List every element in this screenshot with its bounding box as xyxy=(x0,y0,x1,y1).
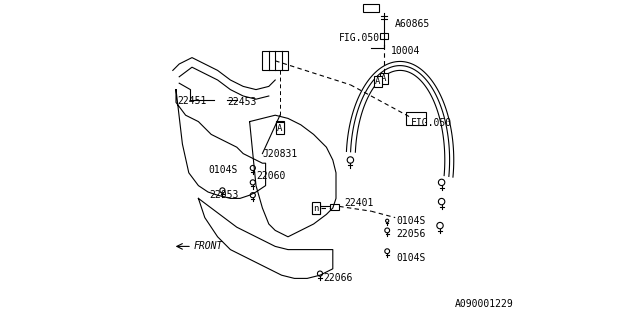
Text: n: n xyxy=(313,204,319,213)
Bar xyxy=(330,204,339,210)
Bar xyxy=(364,4,379,12)
Text: 0104S: 0104S xyxy=(208,164,237,175)
Text: 0104S: 0104S xyxy=(397,252,426,263)
Text: A090001229: A090001229 xyxy=(454,299,513,309)
Bar xyxy=(262,51,288,70)
Text: 22451: 22451 xyxy=(178,96,207,106)
Text: J20831: J20831 xyxy=(262,148,298,159)
Bar xyxy=(406,112,426,125)
Text: 22401: 22401 xyxy=(344,198,373,208)
Text: FIG.050: FIG.050 xyxy=(412,118,452,128)
Text: A60865: A60865 xyxy=(396,19,431,29)
Text: n: n xyxy=(313,204,319,212)
Text: 10004: 10004 xyxy=(390,46,420,56)
Text: A: A xyxy=(375,77,380,86)
Text: 22453: 22453 xyxy=(227,97,257,108)
Text: A: A xyxy=(381,74,387,83)
Bar xyxy=(380,33,388,39)
Text: 22056: 22056 xyxy=(397,228,426,239)
Text: A: A xyxy=(277,124,283,132)
Text: FIG.050: FIG.050 xyxy=(339,33,380,44)
Text: FRONT: FRONT xyxy=(193,241,223,252)
Text: 22066: 22066 xyxy=(323,273,353,284)
Text: 0104S: 0104S xyxy=(397,216,426,226)
Text: 22060: 22060 xyxy=(256,171,285,181)
Text: 22053: 22053 xyxy=(210,190,239,200)
Text: A: A xyxy=(277,122,283,131)
